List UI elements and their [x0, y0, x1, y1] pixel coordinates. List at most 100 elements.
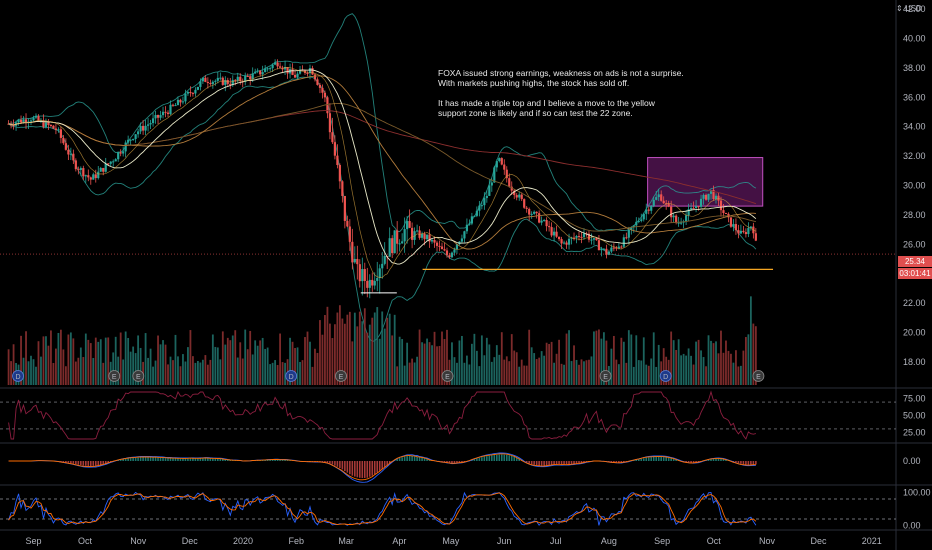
- volume-bar: [528, 329, 531, 385]
- volume-bar: [677, 339, 680, 385]
- candle-body: [420, 233, 424, 238]
- candle-body: [600, 248, 603, 251]
- candle-body: [687, 209, 690, 216]
- candle-body: [714, 195, 718, 200]
- macd-histogram-bar: [570, 461, 573, 464]
- volume-bar: [221, 331, 224, 385]
- volume-bar: [720, 330, 722, 385]
- macd-histogram-bar: [750, 461, 752, 465]
- macd-histogram-bar: [692, 461, 695, 463]
- volume-bar: [513, 350, 516, 385]
- candle-body: [540, 220, 543, 223]
- macd-histogram-bar: [672, 458, 675, 461]
- volume-bar: [358, 311, 361, 385]
- price-tick-label: 20.00: [903, 328, 926, 338]
- volume-bar: [50, 330, 52, 385]
- candle-body: [655, 197, 658, 200]
- candle-body: [677, 222, 680, 224]
- candle-body: [174, 105, 177, 107]
- price-tick-label: 18.00: [903, 357, 926, 367]
- volume-bar: [368, 324, 371, 385]
- volume-bar: [244, 329, 247, 385]
- volume-bar: [578, 364, 580, 385]
- macd-histogram-bar: [217, 458, 219, 461]
- macd-histogram-bar: [207, 458, 209, 461]
- volume-bar: [343, 323, 346, 385]
- macd-histogram-bar: [528, 461, 530, 464]
- candle-body: [515, 195, 518, 198]
- candle-body: [478, 205, 481, 211]
- macd-histogram-bar: [276, 459, 279, 461]
- candle-body: [490, 182, 493, 186]
- candle-body: [161, 111, 165, 116]
- macd-histogram-bar: [408, 456, 411, 461]
- volume-bar: [331, 338, 334, 385]
- volume-bar: [730, 353, 732, 385]
- price-tick-label: 26.00: [903, 239, 926, 249]
- volume-bar: [172, 360, 174, 385]
- candle-body: [57, 129, 60, 131]
- price-tick-label: 28.00: [903, 210, 926, 220]
- candle-body: [79, 168, 82, 170]
- candle-body: [224, 80, 227, 85]
- candle-body: [92, 174, 95, 180]
- volume-bar: [525, 365, 528, 385]
- candle-body: [415, 230, 419, 232]
- volume-bar: [376, 307, 379, 385]
- candle-body: [266, 68, 269, 70]
- price-axis: 42.00 40.00 38.00 36.00 34.00 32.00 30.00 28.00…: [903, 4, 926, 367]
- candle-body: [331, 132, 334, 143]
- volume-bar: [274, 360, 277, 385]
- candle-body: [376, 278, 379, 281]
- x-tick-label: Sep: [25, 536, 41, 546]
- volume-bar: [411, 358, 414, 385]
- candle-body: [732, 224, 735, 227]
- candle-body: [244, 76, 247, 82]
- candle-body: [689, 207, 693, 210]
- candle-body: [164, 111, 167, 113]
- event-marker: [132, 370, 145, 382]
- candle-body: [206, 81, 209, 83]
- candle-body: [256, 70, 259, 72]
- volume-bar: [30, 355, 32, 385]
- candle-body: [719, 200, 723, 211]
- rsi-line: [8, 390, 757, 440]
- volume-bar: [742, 350, 745, 385]
- currency-indicator[interactable]: ⇕ USD: [896, 3, 932, 15]
- event-marker: [752, 370, 765, 382]
- volume-bar: [391, 335, 394, 385]
- candle-body: [632, 225, 635, 227]
- candle-body: [351, 241, 354, 263]
- volume-bar: [625, 362, 628, 385]
- macd-histogram-bar: [319, 461, 321, 462]
- candle-body: [694, 206, 698, 209]
- stoch-tick-label: 100.00: [903, 487, 931, 497]
- volume-bar: [114, 336, 117, 385]
- macd-signal-line: [8, 453, 756, 481]
- candle-body: [605, 248, 608, 255]
- volume-bar: [162, 340, 164, 385]
- volume-bar: [104, 337, 107, 385]
- volume-bar: [127, 337, 130, 385]
- candle-body: [156, 114, 160, 118]
- volume-bar: [749, 296, 752, 385]
- volume-bar: [545, 342, 548, 385]
- x-tick-label: Feb: [289, 536, 305, 546]
- volume-bar: [82, 357, 85, 385]
- candle-body: [54, 128, 58, 130]
- candle-body: [455, 244, 459, 250]
- macd-histogram-bar: [423, 458, 426, 461]
- volume-bar: [251, 354, 254, 385]
- candle-body: [692, 207, 695, 209]
- macd-histogram-bar: [667, 457, 670, 461]
- candle-body: [371, 279, 374, 286]
- volume-bar: [314, 348, 316, 385]
- macd-histogram-bar: [62, 461, 65, 463]
- candle-body: [137, 131, 140, 135]
- volume-bar: [338, 305, 341, 385]
- bollinger-bands: [8, 13, 757, 343]
- macd-histogram-bar: [715, 458, 717, 461]
- volume-bar: [426, 338, 428, 385]
- candle-body: [114, 159, 117, 162]
- candle-body: [560, 239, 563, 244]
